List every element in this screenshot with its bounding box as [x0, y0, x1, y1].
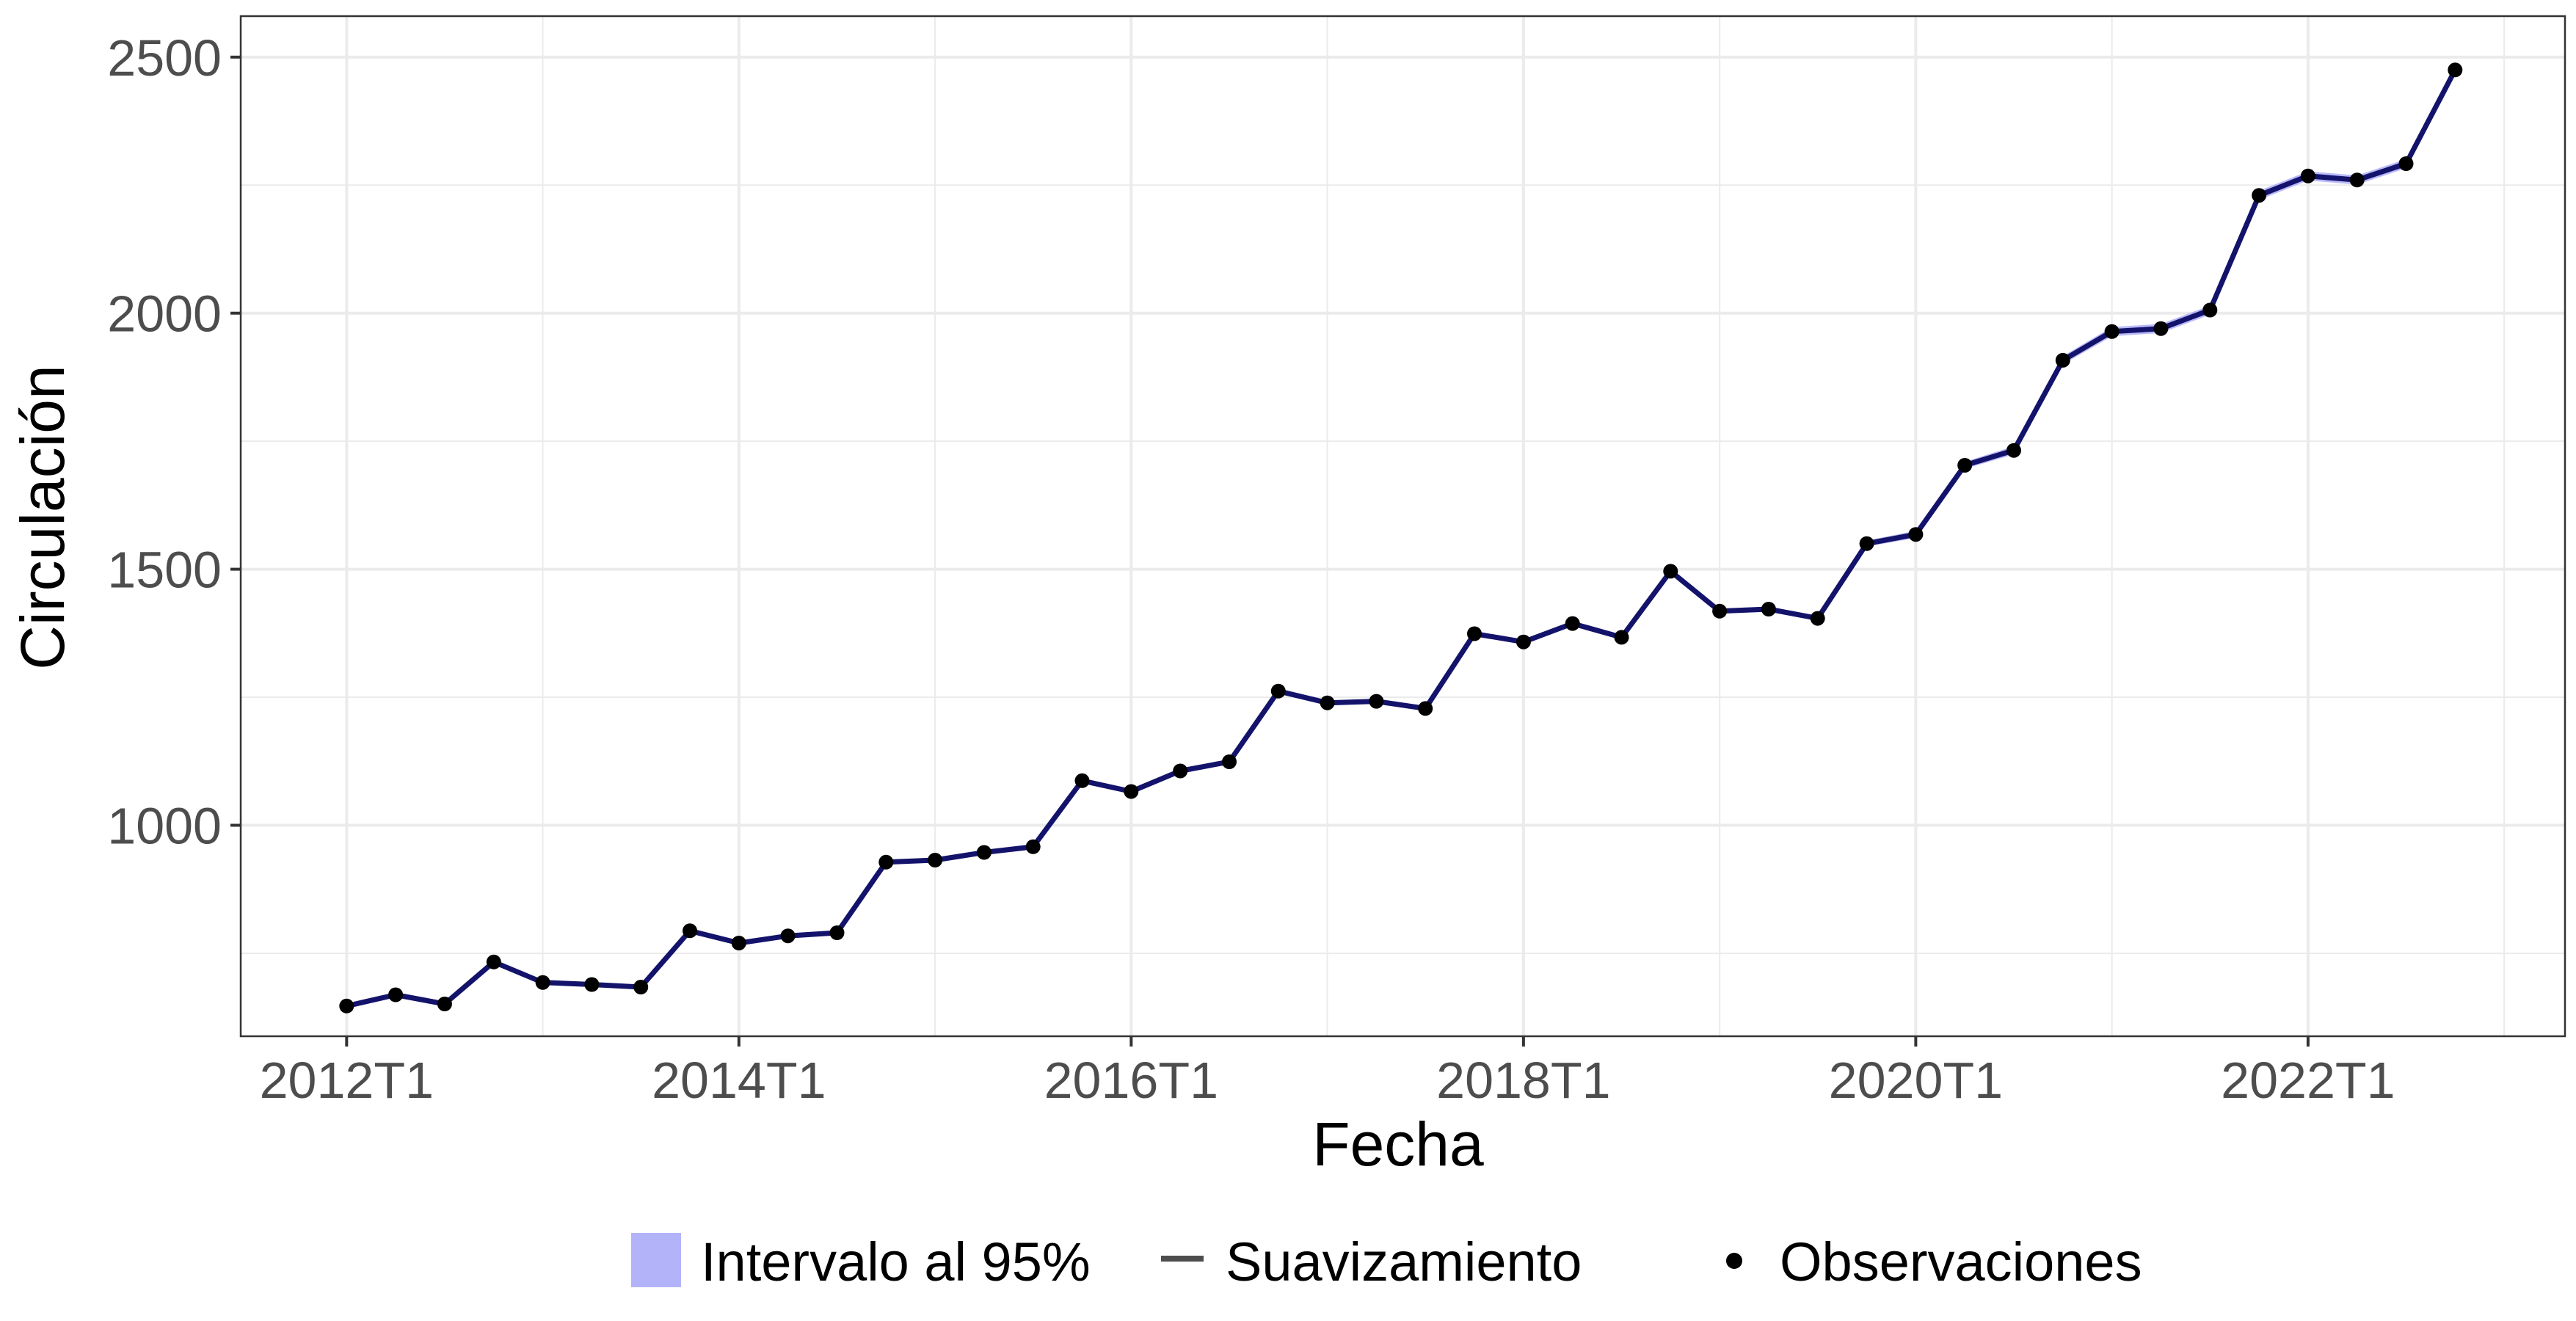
observation-point: [878, 854, 894, 870]
minor-gridlines: [241, 16, 2565, 1036]
x-tick-label: 2022T1: [2221, 1052, 2395, 1109]
observation-point: [1810, 611, 1825, 626]
observation-point: [1712, 603, 1728, 619]
observation-point: [1467, 626, 1482, 641]
observation-point: [2202, 302, 2218, 318]
observation-point: [1173, 763, 1188, 779]
observation-point: [976, 845, 992, 860]
observation-point: [1074, 773, 1090, 788]
observation-point: [731, 936, 746, 950]
observation-point: [2006, 443, 2021, 458]
observation-point: [2398, 156, 2414, 171]
observation-point: [829, 925, 845, 940]
x-axis-ticks: 2012T1 2014T1 2016T1 2018T1 2020T1 2022T1: [260, 1036, 2395, 1109]
observation-point: [1614, 630, 1629, 645]
observation-point: [1516, 634, 1531, 649]
x-tick-label: 2012T1: [260, 1052, 434, 1109]
legend-label-interval: Intervalo al 95%: [701, 1231, 1091, 1292]
smoothed-line: [343, 67, 2458, 1009]
observation-point: [437, 997, 452, 1011]
observation-point: [2448, 62, 2463, 78]
observation-point: [2153, 321, 2169, 336]
observation-point: [1025, 839, 1041, 854]
observation-point: [1957, 458, 1973, 473]
observation-point: [2055, 352, 2070, 368]
smoothed-line-layer: [343, 67, 2458, 1009]
observation-point: [1320, 695, 1335, 710]
panel-border: [239, 15, 2566, 1038]
observation-point: [2252, 188, 2267, 203]
observation-point: [1369, 694, 1384, 709]
observation-point: [1908, 527, 1924, 542]
legend-label-smooth: Suavizamiento: [1226, 1231, 1582, 1292]
y-tick-label: 1500: [107, 542, 222, 599]
observation-point: [339, 998, 354, 1014]
x-tick-label: 2016T1: [1044, 1052, 1218, 1109]
legend-label-observations: Observaciones: [1780, 1231, 2142, 1292]
y-axis-ticks: 1000 1500 2000 2500: [107, 29, 241, 855]
observation-point: [928, 853, 943, 867]
legend-key-observations: [1726, 1253, 1742, 1269]
y-tick-label: 1000: [107, 798, 222, 855]
observation-point: [2300, 168, 2315, 183]
observation-point: [780, 928, 796, 944]
legend: Intervalo al 95% Suavizamiento Observaci…: [631, 1231, 2142, 1292]
x-tick-label: 2014T1: [652, 1052, 826, 1109]
observation-point: [1663, 564, 1678, 579]
legend-key-interval: [631, 1233, 681, 1287]
observation-point: [633, 980, 649, 994]
observation-point: [1859, 536, 1874, 551]
x-tick-label: 2020T1: [1829, 1052, 2003, 1109]
observation-point: [486, 954, 501, 969]
observation-point: [1565, 616, 1580, 631]
observation-point: [388, 987, 404, 1002]
observation-points-layer: [339, 62, 2463, 1014]
x-tick-label: 2018T1: [1436, 1052, 1610, 1109]
observation-point: [1270, 683, 1286, 699]
x-axis-title: Fecha: [1312, 1110, 1484, 1179]
observation-point: [2104, 324, 2120, 339]
major-gridlines: [241, 16, 2565, 1036]
observation-point: [683, 923, 697, 939]
observation-point: [1124, 784, 1139, 799]
observation-point: [535, 975, 550, 990]
y-axis-title: Circulación: [8, 365, 77, 670]
observation-point: [1222, 754, 1237, 769]
observation-point: [1761, 602, 1776, 616]
observation-point: [2349, 172, 2365, 188]
observation-point: [584, 977, 600, 992]
y-tick-label: 2500: [107, 29, 222, 87]
y-tick-label: 2000: [107, 285, 222, 343]
observation-point: [1418, 701, 1433, 716]
